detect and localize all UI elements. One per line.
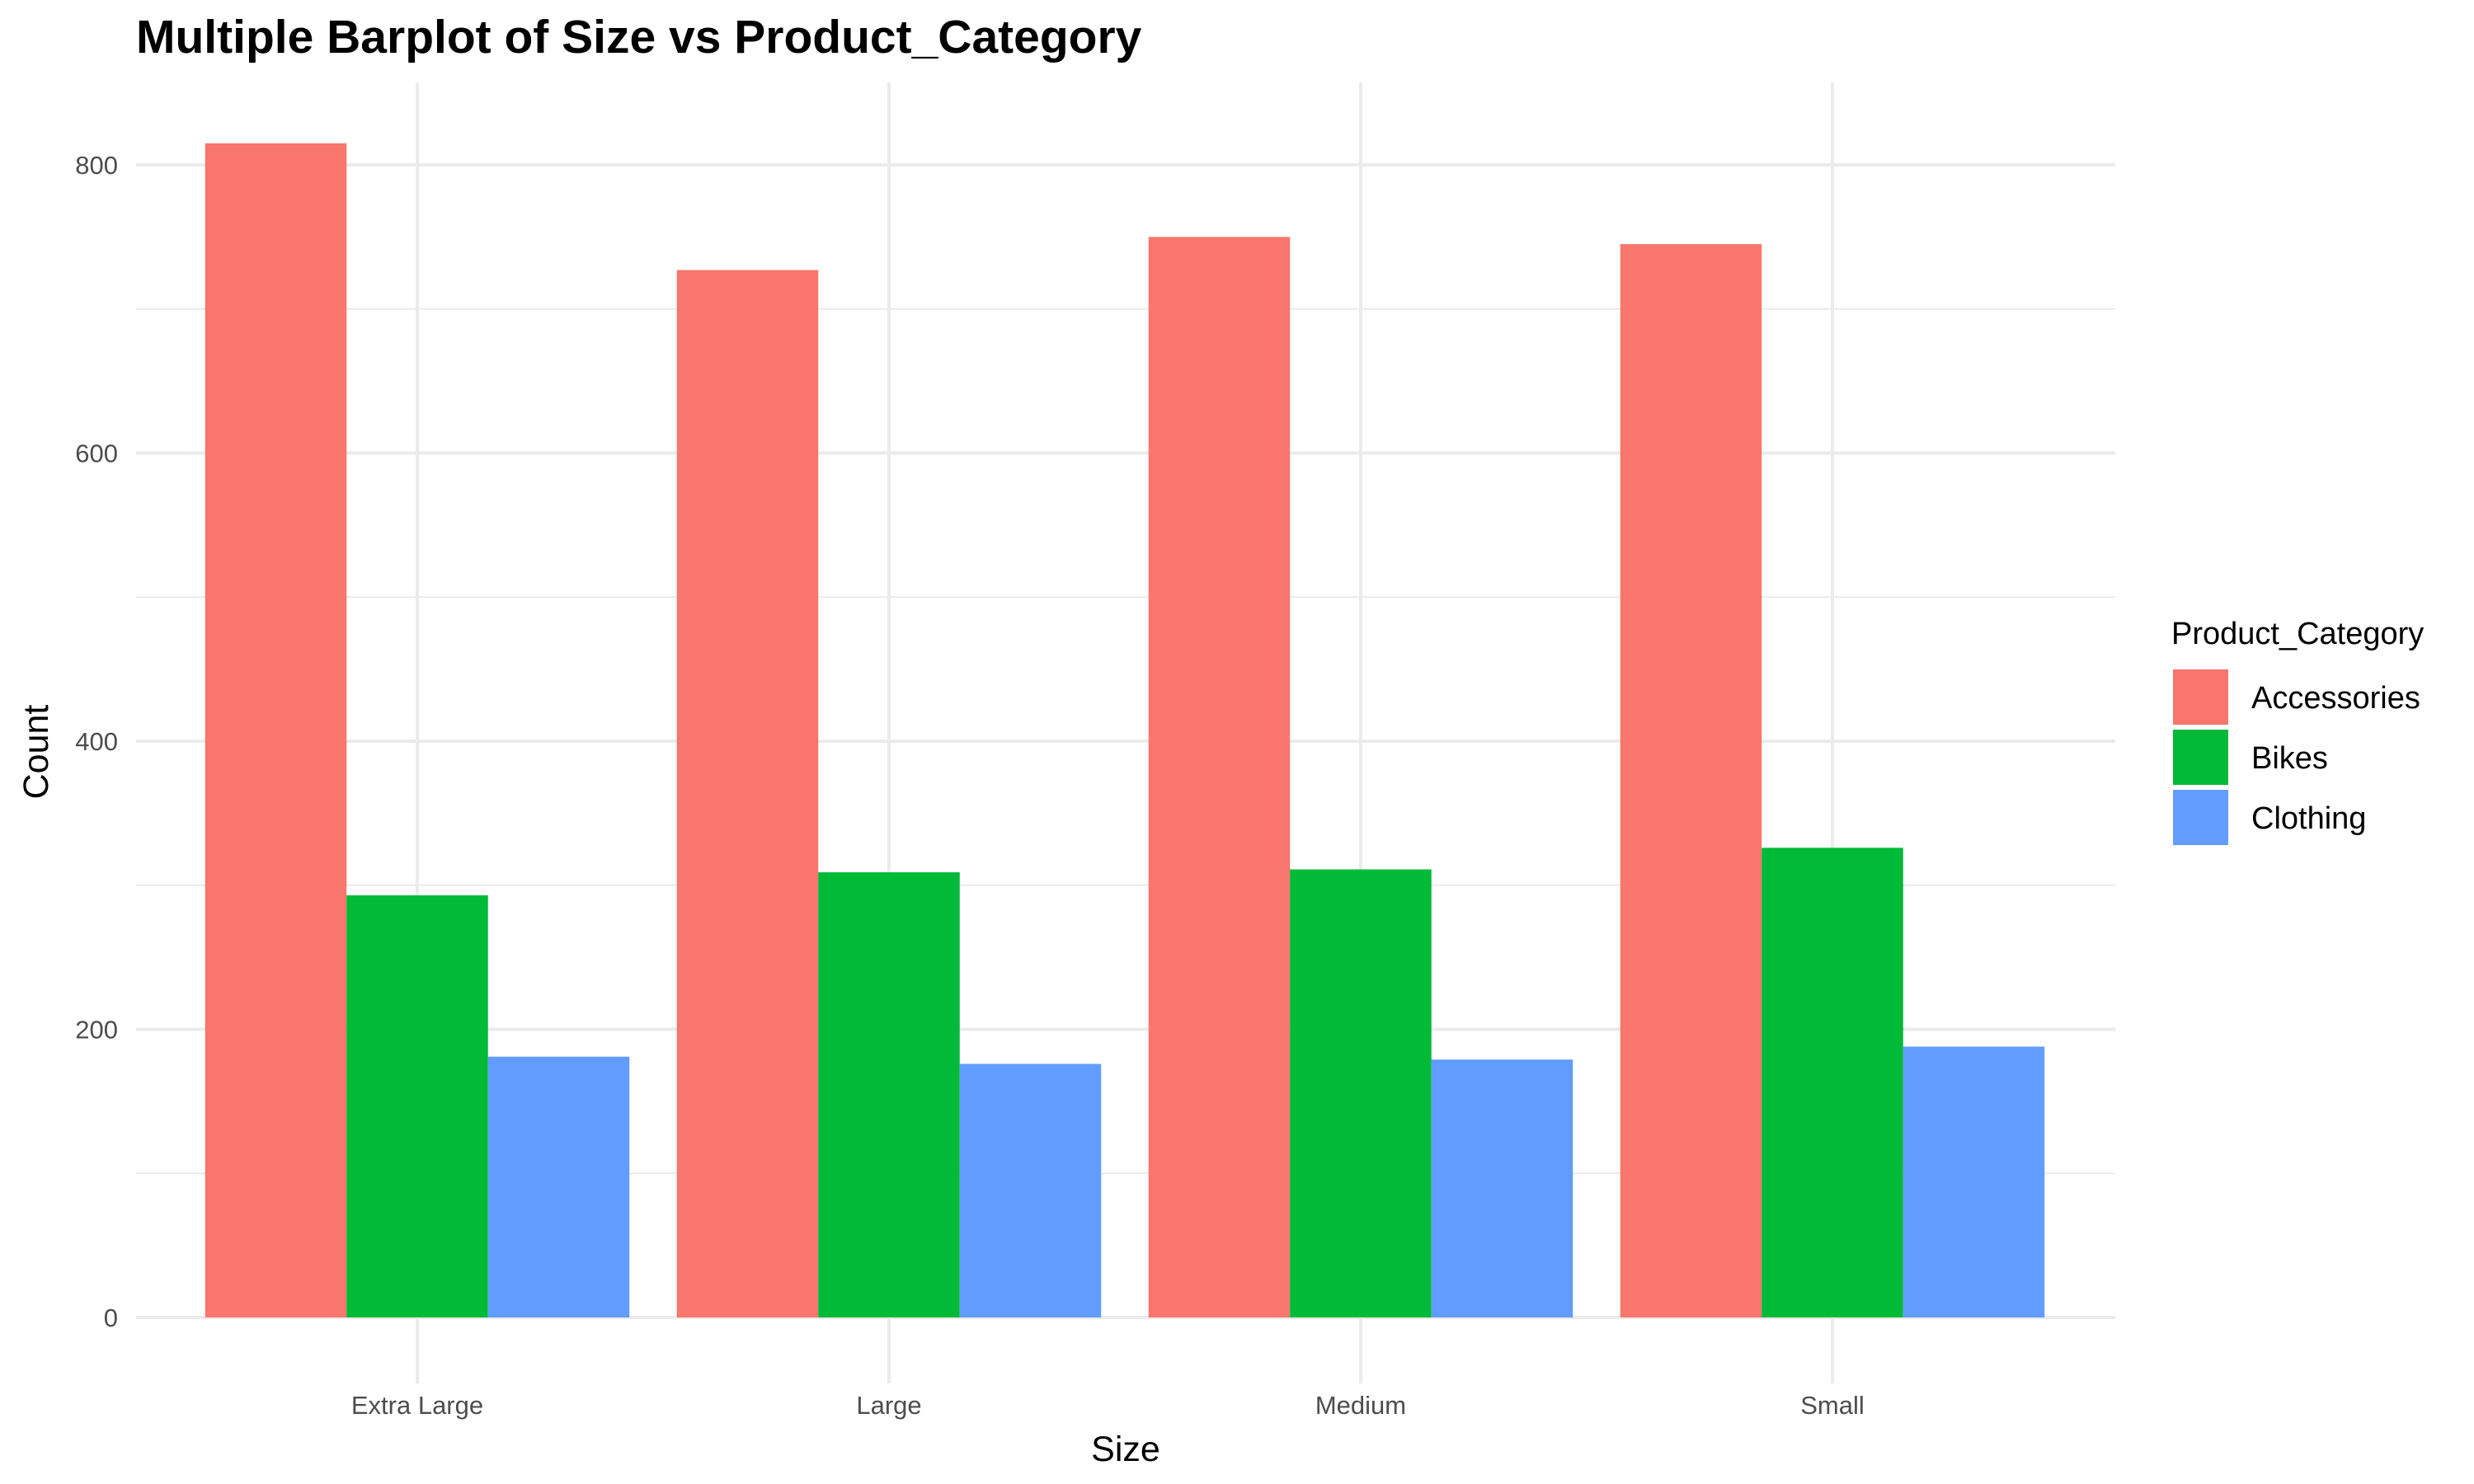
x-axis-ticks: Extra Large Large Medium Small (351, 1391, 1865, 1420)
x-axis-title: Size (1091, 1430, 1160, 1469)
legend-title: Product_Category (2171, 617, 2424, 651)
legend-key-accessories (2173, 669, 2228, 725)
bar-clothing-large (959, 1064, 1102, 1317)
y-axis-ticks: 0 200 400 600 800 (75, 151, 118, 1332)
bars (205, 143, 2045, 1318)
legend: Product_Category Accessories Bikes Clothin… (2171, 617, 2424, 845)
y-tick-label: 800 (75, 151, 118, 180)
bar-bikes-medium (1290, 869, 1432, 1317)
x-tick-label: Medium (1315, 1391, 1406, 1420)
y-axis-title: Count (16, 705, 56, 800)
chart-title: Multiple Barplot of Size vs Product_Cate… (136, 11, 1142, 63)
bar-accessories-medium (1148, 237, 1291, 1317)
bar-clothing-small (1903, 1046, 2045, 1317)
legend-key-clothing (2173, 790, 2228, 845)
legend-label-accessories: Accessories (2251, 681, 2420, 716)
bar-accessories-extra-large (205, 143, 347, 1318)
legend-label-clothing: Clothing (2251, 801, 2366, 836)
x-tick-label: Small (1800, 1391, 1865, 1420)
x-tick-label: Extra Large (351, 1391, 483, 1420)
bar-bikes-small (1761, 848, 1903, 1317)
bar-bikes-large (818, 872, 960, 1317)
y-tick-label: 600 (75, 439, 118, 468)
bar-clothing-medium (1431, 1059, 1573, 1317)
x-tick-label: Large (856, 1391, 921, 1420)
bar-bikes-extra-large (346, 895, 488, 1317)
y-tick-label: 200 (75, 1016, 118, 1045)
legend-key-bikes (2173, 730, 2228, 785)
bar-accessories-large (676, 270, 819, 1317)
y-tick-label: 400 (75, 727, 118, 756)
y-tick-label: 0 (104, 1303, 118, 1332)
bar-clothing-extra-large (487, 1056, 630, 1317)
legend-label-bikes: Bikes (2251, 741, 2328, 776)
bar-accessories-small (1620, 244, 1762, 1317)
